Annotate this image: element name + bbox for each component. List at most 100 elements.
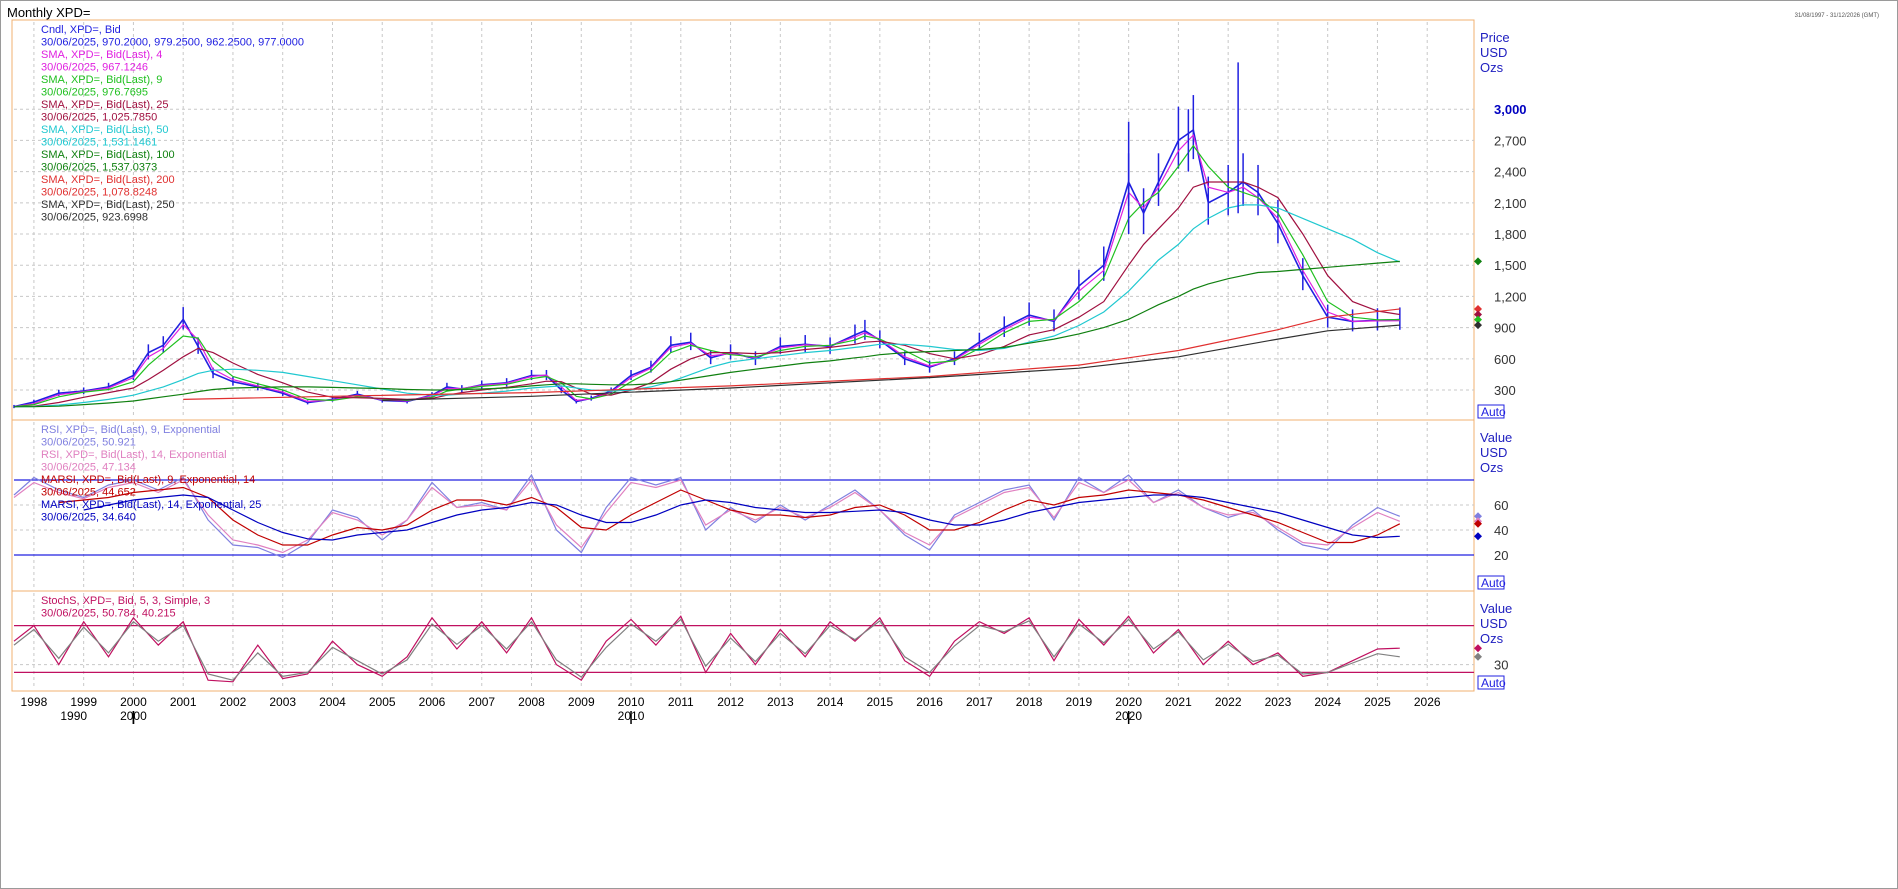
legend-value: 30/06/2025, 923.6998 [41,212,148,224]
legend-name: RSI, XPD=, Bid(Last), 14, Exponential [41,449,227,461]
legend-value: 30/06/2025, 50.784, 40.215 [41,608,176,620]
window-title: Monthly XPD= [7,5,91,20]
series-line-sma-xpd-bid-last-4 [13,134,1400,408]
legend-name: Cndl, XPD=, Bid [41,24,121,36]
value-marker [1474,644,1482,653]
y-tick-label: 900 [1494,321,1516,336]
value-marker [1474,321,1482,330]
legend-name: SMA, XPD=, Bid(Last), 200 [41,174,175,186]
auto-scale-box [1477,404,1505,419]
y-tick-label: 600 [1494,352,1516,367]
legend-value: 30/06/2025, 34.640 [41,512,136,524]
y-tick-label: 1,500 [1494,258,1527,273]
auto-scale-label: Auto [1481,576,1506,590]
y-tick-label: 3,000 [1494,102,1527,117]
x-tick-label-2008: 2008 [518,695,545,709]
series-line-d [13,618,1400,681]
y-tick-label: 1,800 [1494,227,1527,242]
x-tick-label-2025: 2025 [1364,695,1391,709]
value-marker [1474,315,1482,324]
y-tick-label: 300 [1494,383,1516,398]
legend-name: SMA, XPD=, Bid(Last), 25 [41,99,168,111]
x-tick-label-2023: 2023 [1265,695,1292,709]
x-decade-label-1990: 1990 [60,709,87,723]
legend-name: RSI, XPD=, Bid(Last), 9, Exponential [41,424,220,436]
axis-title-ozs: Ozs [1480,60,1504,75]
legend-value: 30/06/2025, 976.7695 [41,87,148,99]
legend-value: 30/06/2025, 44.652 [41,487,136,499]
y-tick-label: 2,400 [1494,165,1527,180]
x-tick-label-2019: 2019 [1066,695,1093,709]
legend-value: 30/06/2025, 47.134 [41,462,136,474]
value-marker [1474,512,1482,521]
legend-name: MARSI, XPD=, Bid(Last), 9, Exponential, … [41,474,255,486]
auto-scale-label: Auto [1481,676,1506,690]
y-tick-label: 60 [1494,498,1508,513]
date-range-label: 31/08/1997 - 31/12/2026 (GMT) [1794,13,1879,19]
axis-title-price: Price [1480,30,1510,45]
x-tick-label-2021: 2021 [1165,695,1192,709]
legend-value: 30/06/2025, 1,531.1461 [41,137,157,149]
legend-value: 30/06/2025, 967.1246 [41,62,148,74]
series-line-rsi-xpd-bid-last-14-exponential [13,478,1401,554]
auto-scale-box [1477,575,1505,590]
legend-name: SMA, XPD=, Bid(Last), 4 [41,49,162,61]
series-line-sma-xpd-bid-last-50 [13,204,1401,408]
x-tick-label-1998: 1998 [21,695,48,709]
auto-scale-label: Auto [1481,405,1506,419]
value-marker [1474,305,1482,314]
series-line-sma-xpd-bid-last-250 [382,324,1400,401]
axis-title-usd: USD [1480,45,1507,60]
legend-name: SMA, XPD=, Bid(Last), 9 [41,74,162,86]
series-line-rsi-xpd-bid-last-9-exponential [13,473,1401,559]
axis-title-ozs: Ozs [1480,631,1504,646]
value-marker [1474,519,1482,528]
value-marker [1474,310,1482,319]
series-line-sma-xpd-bid-last-100 [14,260,1400,408]
value-marker [1474,257,1482,266]
legend-value: 30/06/2025, 1,537.0373 [41,162,157,174]
x-tick-label-2010: 2010 [618,695,645,709]
series-line-marsi-xpd-bid-last-14-exponential-25 [83,494,1400,541]
y-tick-label: 40 [1494,523,1508,538]
value-marker [1474,532,1482,541]
series-line-sma-xpd-bid-last-200 [183,308,1400,400]
x-tick-label-2018: 2018 [1016,695,1043,709]
x-tick-label-2015: 2015 [866,695,893,709]
legend-name: SMA, XPD=, Bid(Last), 250 [41,199,175,211]
x-tick-label-2014: 2014 [817,695,844,709]
x-tick-label-2026: 2026 [1414,695,1441,709]
x-tick-label-2011: 2011 [668,695,694,709]
x-tick-label-2002: 2002 [220,695,247,709]
auto-scale-box [1477,675,1505,690]
x-tick-label-2000: 2000 [120,695,147,709]
x-tick-label-2022: 2022 [1215,695,1242,709]
x-tick-label-2003: 2003 [269,695,296,709]
x-tick-label-2006: 2006 [419,695,446,709]
series-line-sma-xpd-bid-last-25 [13,181,1400,408]
y-tick-label: 30 [1494,658,1508,673]
axis-title-usd: USD [1480,445,1507,460]
panel-border-stochastic [11,590,1475,692]
y-tick-label: 1,200 [1494,289,1527,304]
x-tick-label-2001: 2001 [170,695,197,709]
x-tick-label-2005: 2005 [369,695,396,709]
legend-value: 30/06/2025, 1,078.8248 [41,187,157,199]
y-tick-label: 20 [1494,548,1508,563]
axis-title-ozs: Ozs [1480,460,1504,475]
x-tick-label-2024: 2024 [1314,695,1341,709]
series-line-sma-xpd-bid-last-9 [13,144,1400,408]
legend-value: 30/06/2025, 1,025.7850 [41,112,157,124]
y-tick-label: 2,700 [1494,133,1527,148]
x-tick-label-2017: 2017 [966,695,993,709]
x-tick-label-2004: 2004 [319,695,346,709]
x-tick-label-2009: 2009 [568,695,595,709]
value-marker [1474,652,1482,661]
y-tick-label: 2,100 [1494,196,1527,211]
x-tick-label-2016: 2016 [916,695,943,709]
axis-title-usd: USD [1480,616,1507,631]
legend-value: 30/06/2025, 50.921 [41,437,136,449]
x-tick-label-2013: 2013 [767,695,794,709]
